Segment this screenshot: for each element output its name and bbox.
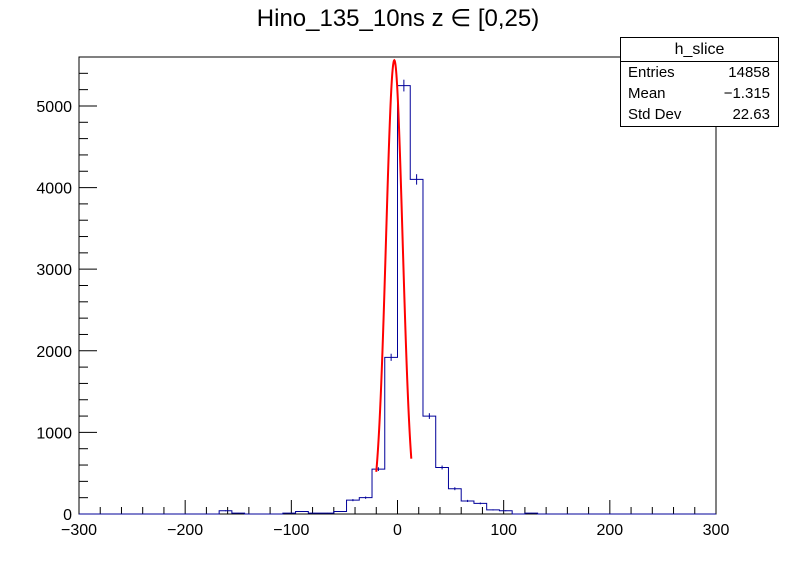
stats-row-std-dev: Std Dev 22.63 — [621, 104, 778, 125]
axis-tick-labels: −300 −200 −100 0 100 200 300010002000300040005… — [36, 99, 729, 539]
histogram — [79, 79, 716, 515]
x-tick-label: −300 — [61, 522, 97, 539]
stats-label: Entries — [628, 64, 675, 81]
y-tick-label: 3000 — [36, 262, 72, 279]
stats-box-title: h_slice — [621, 38, 778, 62]
x-tick-label: 300 — [703, 522, 730, 539]
histogram-outline — [79, 85, 716, 515]
stats-row-entries: Entries 14858 — [621, 62, 778, 83]
stats-label: Mean — [628, 85, 666, 102]
stats-value: 14858 — [728, 64, 770, 81]
stats-label: Std Dev — [628, 106, 682, 123]
axis-ticks — [78, 56, 717, 515]
x-tick-label: −200 — [167, 522, 203, 539]
x-tick-label: 100 — [490, 522, 517, 539]
y-tick-label: 5000 — [36, 99, 72, 116]
x-tick-label: −100 — [273, 522, 309, 539]
stats-box: h_slice Entries 14858 Mean −1.315 Std De… — [620, 37, 779, 127]
y-tick-label: 1000 — [36, 425, 72, 442]
gaussian-fit — [375, 58, 413, 472]
chart-title: Hino_135_10ns z ∈ [0,25) — [256, 5, 540, 32]
x-tick-label: 200 — [596, 522, 623, 539]
y-tick-label: 0 — [63, 507, 72, 524]
y-tick-label: 4000 — [36, 181, 72, 198]
stats-row-mean: Mean −1.315 — [621, 83, 778, 104]
stats-value: −1.315 — [723, 85, 770, 102]
fit-curve — [375, 58, 413, 472]
x-tick-label: 0 — [393, 522, 402, 539]
stats-value: 22.63 — [732, 106, 770, 123]
y-tick-label: 2000 — [36, 344, 72, 361]
